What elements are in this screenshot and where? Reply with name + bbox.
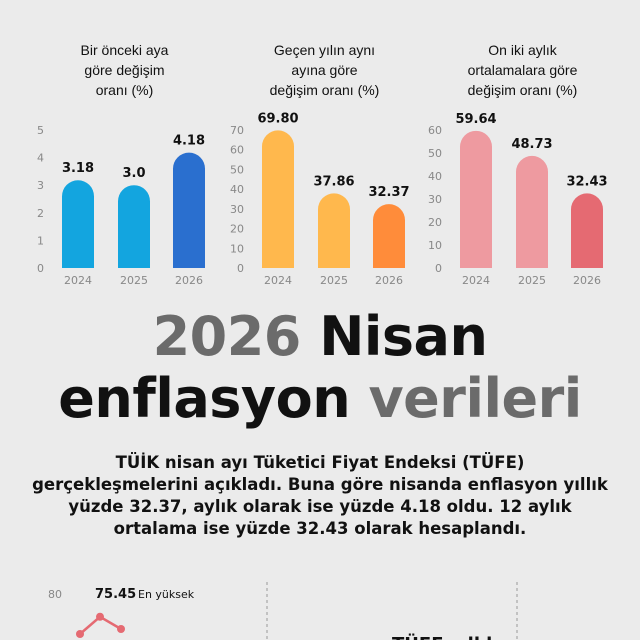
bar	[173, 152, 205, 268]
y-tick-label: 70	[230, 124, 244, 137]
y-tick-label: 3	[37, 179, 44, 192]
y-tick-label: 20	[230, 223, 244, 236]
annotation-value: 75.45	[95, 587, 136, 602]
description-text: TÜİK nisan ayı Tüketici Fiyat Endeksi (T…	[32, 453, 608, 538]
y-tick-label: 30	[428, 193, 442, 206]
x-tick-label: 2024	[64, 274, 92, 287]
y-tick-label: 10	[230, 242, 244, 255]
y-tick-label: 0	[37, 262, 44, 275]
bar	[118, 185, 150, 268]
y-tick-label: 20	[428, 216, 442, 229]
chart-annual: 0 10 20 30 40 50 60 70 69.80 2024 37.86 2025 32.37 20…	[230, 111, 410, 287]
y-tick-label: 40	[428, 170, 442, 183]
data-point	[96, 612, 104, 621]
bar-value-label: 32.37	[368, 185, 409, 200]
y-tick-label: 50	[230, 163, 244, 176]
chart-monthly: 0 1 2 3 4 5 3.18 2024 3.0 2025 4.18 2026	[37, 124, 205, 287]
bar-value-label: 3.0	[122, 166, 145, 181]
x-tick-label: 2026	[573, 274, 601, 287]
bar-value-label: 3.18	[62, 161, 94, 176]
bar	[571, 193, 603, 268]
bar-value-label: 48.73	[511, 137, 552, 152]
y-tick-label: 2	[37, 207, 44, 220]
y-tick-label: 50	[428, 147, 442, 160]
headline-subject: enflasyon	[58, 367, 351, 430]
chart-panel-monthly: Bir önceki aya göre değişim oranı (%) 0 1…	[22, 0, 227, 300]
x-tick-label: 2025	[518, 274, 546, 287]
y-tick-label: 10	[428, 239, 442, 252]
y-tick-label: 0	[435, 262, 442, 275]
x-tick-label: 2025	[320, 274, 348, 287]
x-tick-label: 2025	[120, 274, 148, 287]
chart-title-annual: Geçen yılın aynı ayına göre değişim oran…	[269, 42, 380, 98]
headline-month: Nisan	[319, 305, 488, 368]
bar	[318, 193, 350, 268]
bar-value-label: 32.43	[566, 174, 607, 189]
y-tick-label: 60	[230, 144, 244, 157]
headline-line-2: enflasyon verileri	[0, 368, 640, 430]
y-tick-label: 40	[230, 183, 244, 196]
y-tick-label: 1	[37, 234, 44, 247]
bar	[62, 180, 94, 268]
bar-value-label: 69.80	[257, 111, 298, 126]
y-tick-label: 30	[230, 203, 244, 216]
annotation-label: En yüksek	[138, 588, 195, 601]
chart-title-12month-average: On iki aylık ortalamalara göre değişim o…	[467, 42, 578, 98]
chart-panel-12month-average: On iki aylık ortalamalara göre değişim o…	[420, 0, 625, 300]
x-tick-label: 2026	[375, 274, 403, 287]
bar-value-label: 59.64	[455, 112, 496, 127]
chart-12month-average: 0 10 20 30 40 50 60 59.64 2024 48.73 2025 32.43 2026	[428, 112, 608, 287]
x-tick-label: 2024	[264, 274, 292, 287]
y-tick-label: 4	[37, 152, 44, 165]
bar	[516, 155, 548, 268]
chart-title-monthly: Bir önceki aya göre değişim oranı (%)	[80, 42, 169, 98]
bar	[460, 130, 492, 268]
section-heading: TÜFE yıllık	[392, 633, 499, 640]
y-tick-label: 80	[48, 588, 62, 601]
x-tick-label: 2024	[462, 274, 490, 287]
bar-value-label: 4.18	[173, 134, 205, 149]
chart-panel-annual: Geçen yılın aynı ayına göre değişim oran…	[222, 0, 427, 300]
data-point	[117, 625, 125, 633]
headline-year: 2026	[152, 305, 302, 368]
headline-data-word: verileri	[368, 367, 582, 430]
x-tick-label: 2026	[175, 274, 203, 287]
data-point	[76, 630, 84, 638]
y-tick-label: 60	[428, 124, 442, 137]
bar	[373, 204, 405, 268]
y-tick-label: 0	[237, 262, 244, 275]
headline-line-1: 2026 Nisan	[0, 306, 640, 368]
bar	[262, 130, 294, 268]
y-tick-label: 5	[37, 124, 44, 137]
bar-value-label: 37.86	[313, 174, 354, 189]
